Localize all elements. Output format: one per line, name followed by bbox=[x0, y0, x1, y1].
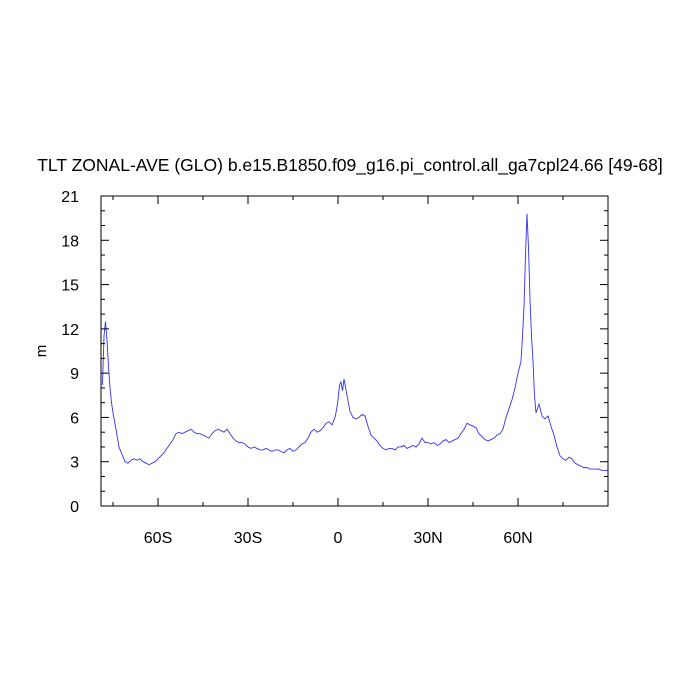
x-tick-label: 60S bbox=[144, 530, 172, 547]
chart-title: TLT ZONAL-AVE (GLO) b.e15.B1850.f09_g16.… bbox=[37, 155, 663, 176]
y-tick-labels: 0 3 6 9 12 15 18 21 bbox=[61, 189, 79, 516]
x-tick-label: 0 bbox=[334, 530, 343, 547]
axis-ticks bbox=[101, 195, 608, 507]
x-tick-labels: 60S 30S 0 30N 60N bbox=[144, 530, 533, 547]
x-tick-label: 30N bbox=[413, 530, 442, 547]
y-tick-label: 0 bbox=[70, 499, 79, 516]
y-tick-label: 21 bbox=[61, 189, 79, 206]
y-tick-label: 18 bbox=[61, 233, 79, 250]
x-tick-label: 60N bbox=[503, 530, 532, 547]
y-tick-label: 15 bbox=[61, 278, 79, 295]
y-tick-label: 12 bbox=[61, 322, 79, 339]
series-line bbox=[102, 213, 608, 472]
y-tick-label: 9 bbox=[70, 366, 79, 383]
y-axis-label: m bbox=[33, 345, 50, 358]
x-tick-label: 30S bbox=[234, 530, 262, 547]
y-tick-label: 6 bbox=[70, 410, 79, 427]
plot-frame bbox=[100, 195, 609, 507]
plot-area bbox=[100, 195, 609, 507]
y-tick-label: 3 bbox=[70, 455, 79, 472]
